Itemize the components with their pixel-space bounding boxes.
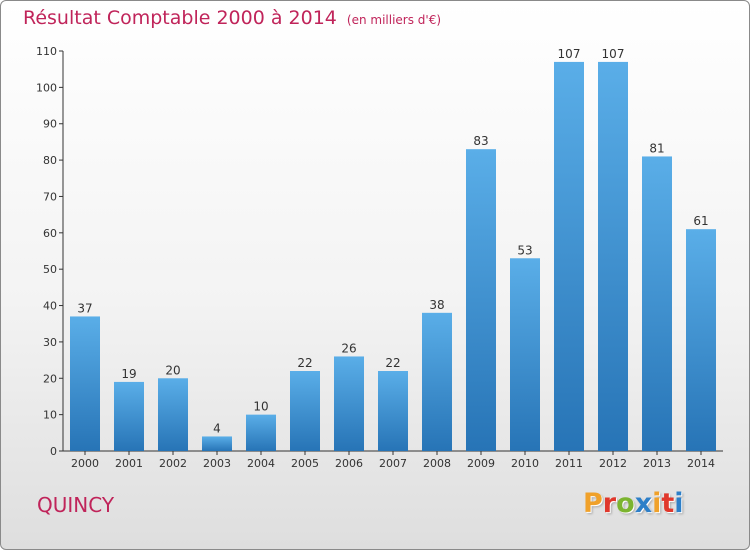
bar — [158, 378, 188, 451]
data-label: 4 — [213, 421, 221, 435]
logo-letter: i — [652, 488, 662, 519]
chart-title-text: Résultat Comptable 2000 à 2014 — [23, 7, 337, 29]
bar — [422, 312, 452, 451]
bar — [554, 61, 584, 452]
y-tick-label: 100 — [36, 81, 57, 94]
x-tick-label: 2004 — [247, 457, 275, 470]
bar — [114, 381, 144, 451]
x-tick-label: 2007 — [379, 457, 407, 470]
x-tick-label: 2008 — [423, 457, 451, 470]
y-tick-label: 70 — [43, 190, 57, 203]
data-label: 20 — [165, 363, 180, 377]
logo-letter: P — [583, 488, 603, 519]
data-label: 38 — [429, 298, 444, 312]
data-label: 107 — [558, 47, 581, 61]
bar — [598, 61, 628, 452]
logo-letter: t — [661, 488, 675, 519]
x-tick-label: 2011 — [555, 457, 583, 470]
y-tick-label: 80 — [43, 154, 57, 167]
logo-letter: r — [602, 488, 617, 519]
x-tick-label: 2000 — [71, 457, 99, 470]
y-tick-label: 10 — [43, 409, 57, 422]
chart-bars — [70, 61, 716, 452]
proxiti-logo: Proxiti — [583, 488, 684, 519]
y-tick-label: 0 — [50, 445, 57, 458]
bar — [686, 229, 716, 451]
bar — [510, 258, 540, 451]
y-tick-label: 30 — [43, 336, 57, 349]
x-tick-label: 2009 — [467, 457, 495, 470]
data-label: 22 — [385, 356, 400, 370]
bar — [202, 436, 232, 451]
x-tick-label: 2001 — [115, 457, 143, 470]
logo-letter: x — [634, 488, 653, 519]
logo-letter: o — [616, 488, 635, 519]
bar — [334, 356, 364, 451]
data-label: 37 — [77, 301, 92, 315]
chart-unit: (en milliers d'€) — [346, 13, 442, 27]
chart-data-labels: 37 19 20 4 10 22 26 22 38 83 53 107 107 81 61 — [77, 47, 708, 436]
y-tick-label: 20 — [43, 372, 57, 385]
bar — [466, 149, 496, 451]
y-tick-label: 60 — [43, 227, 57, 240]
y-tick-label: 110 — [36, 45, 57, 58]
y-tick-label: 50 — [43, 263, 57, 276]
bar — [246, 414, 276, 451]
x-tick-label: 2010 — [511, 457, 539, 470]
data-label: 81 — [649, 141, 664, 155]
bar — [290, 371, 320, 451]
x-tick-label: 2006 — [335, 457, 363, 470]
logo-letter: i — [674, 488, 684, 519]
y-tick-label: 90 — [43, 118, 57, 131]
x-tick-label: 2002 — [159, 457, 187, 470]
data-label: 10 — [253, 400, 268, 414]
data-label: 19 — [121, 367, 136, 381]
chart-title: Résultat Comptable 2000 à 2014 (en millie… — [23, 7, 441, 29]
commune-name: QUINCY — [37, 493, 115, 517]
x-tick-label: 2005 — [291, 457, 319, 470]
x-tick-label: 2014 — [687, 457, 715, 470]
x-tick-label: 2012 — [599, 457, 627, 470]
data-label: 107 — [602, 47, 625, 61]
bar — [642, 156, 672, 452]
data-label: 53 — [517, 243, 532, 257]
data-label: 22 — [297, 356, 312, 370]
bar — [70, 316, 100, 451]
data-label: 83 — [473, 134, 488, 148]
bar — [378, 371, 408, 451]
data-label: 61 — [693, 214, 708, 228]
data-label: 26 — [341, 341, 356, 355]
x-tick-label: 2013 — [643, 457, 671, 470]
y-tick-label: 40 — [43, 300, 57, 313]
x-tick-label: 2003 — [203, 457, 231, 470]
